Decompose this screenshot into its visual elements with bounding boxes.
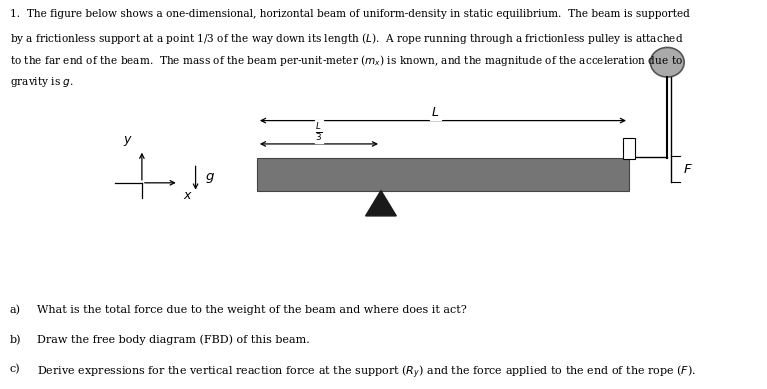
Text: $F$: $F$ <box>683 163 693 176</box>
Text: $\frac{L}{3}$: $\frac{L}{3}$ <box>315 121 323 143</box>
Bar <box>623 138 635 159</box>
Text: $g$: $g$ <box>205 171 215 185</box>
Text: Derive expressions for the vertical reaction force at the support ($R_y$) and th: Derive expressions for the vertical reac… <box>37 364 696 381</box>
Text: b): b) <box>10 335 21 345</box>
Text: a): a) <box>10 305 21 316</box>
Text: gravity is $g$.: gravity is $g$. <box>10 75 74 89</box>
Text: Draw the free body diagram (FBD) of this beam.: Draw the free body diagram (FBD) of this… <box>37 335 310 345</box>
Polygon shape <box>366 191 397 216</box>
Text: What is the total force due to the weight of the beam and where does it act?: What is the total force due to the weigh… <box>37 305 466 315</box>
Text: $L$: $L$ <box>431 106 439 119</box>
Text: 1.  The figure below shows a one-dimensional, horizontal beam of uniform-density: 1. The figure below shows a one-dimensio… <box>10 9 690 19</box>
Text: to the far end of the beam.  The mass of the beam per-unit-meter ($m_x$) is know: to the far end of the beam. The mass of … <box>10 53 683 68</box>
Text: c): c) <box>10 364 21 374</box>
Text: $x$: $x$ <box>183 189 193 202</box>
Bar <box>257 158 629 191</box>
Ellipse shape <box>650 47 684 77</box>
Text: by a frictionless support at a point 1/3 of the way down its length ($L$).  A ro: by a frictionless support at a point 1/3… <box>10 31 683 46</box>
Text: $y$: $y$ <box>123 134 133 148</box>
